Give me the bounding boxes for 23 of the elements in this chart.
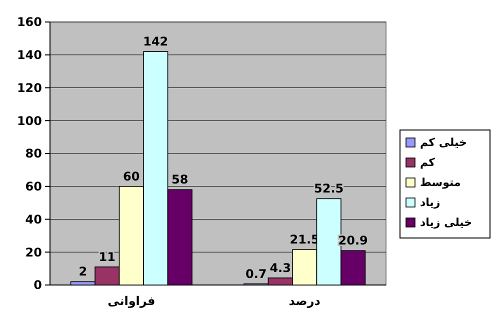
data-label: 0.7: [245, 266, 267, 281]
y-tick-label: 120: [16, 80, 42, 95]
y-tick-label: 100: [16, 114, 42, 128]
y-tick-label: 80: [25, 146, 42, 161]
legend-label: متوسط: [420, 176, 461, 189]
y-tick-label: 40: [25, 212, 42, 226]
y-tick-label: 0: [34, 278, 42, 292]
data-label: 142: [143, 34, 168, 49]
legend-label: کم: [420, 156, 436, 169]
data-label: 58: [172, 172, 188, 187]
data-label: 4.3: [270, 260, 291, 275]
x-tick-label: فراوانی: [108, 294, 156, 308]
legend-label: خیلی کم: [420, 136, 467, 149]
data-label: 60: [123, 169, 140, 184]
legend-label: خیلی زیاد: [420, 216, 472, 229]
y-tick-label: 60: [25, 180, 42, 194]
data-label: 11: [98, 250, 116, 264]
legend-label: زیاد: [420, 196, 440, 209]
y-tick-label: 160: [16, 15, 42, 30]
y-tick-label: 140: [16, 48, 42, 62]
data-label: 2: [78, 264, 88, 279]
x-tick-label: درصد: [288, 294, 320, 308]
y-tick-label: 20: [25, 245, 42, 260]
